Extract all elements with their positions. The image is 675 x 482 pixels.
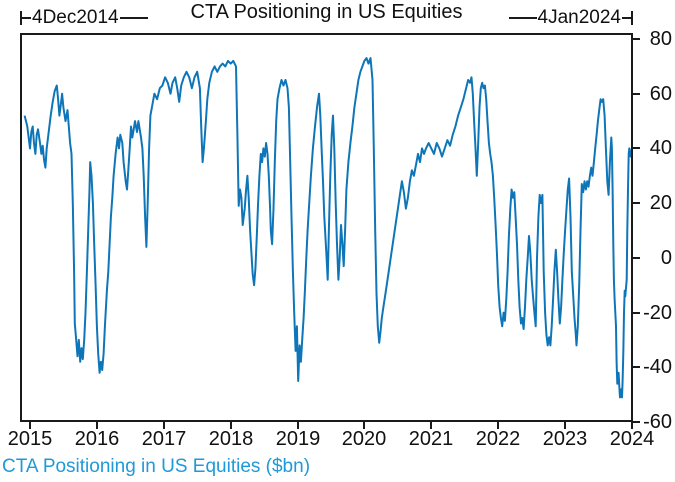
- y-axis-tick: [633, 421, 640, 423]
- x-axis-label: 2015: [7, 428, 53, 450]
- y-axis-label: -20: [643, 302, 672, 324]
- x-axis-label: 2017: [141, 428, 187, 450]
- y-axis-tick: [633, 257, 640, 259]
- x-axis-tick: [631, 422, 633, 429]
- y-axis-tick: [633, 38, 640, 40]
- x-axis-tick: [163, 422, 165, 429]
- x-axis-tick: [363, 422, 365, 429]
- y-axis-tick: [633, 366, 640, 368]
- x-axis-tick: [29, 422, 31, 429]
- series-legend: CTA Positioning in US Equities ($bn): [2, 456, 311, 477]
- x-axis-label: 2020: [341, 428, 387, 450]
- x-axis-tick: [497, 422, 499, 429]
- x-axis-tick: [430, 422, 432, 429]
- x-axis-label: 2019: [275, 428, 321, 450]
- x-axis-tick: [564, 422, 566, 429]
- y-axis-label: 40: [649, 137, 672, 159]
- x-axis-label: 2022: [475, 428, 521, 450]
- positioning-line-series: [23, 57, 631, 399]
- x-axis-label: 2023: [542, 428, 588, 450]
- chart-title: CTA Positioning in US Equities: [190, 1, 463, 23]
- x-axis-label: 2024: [609, 428, 655, 450]
- start-marker-tick: [20, 11, 22, 25]
- end-date-label: 4Jan2024: [537, 7, 621, 28]
- x-axis-label: 2016: [74, 428, 120, 450]
- x-axis-tick: [297, 422, 299, 429]
- y-axis-label: 20: [649, 192, 672, 214]
- end-marker-line: [622, 17, 631, 19]
- y-axis-tick: [633, 93, 640, 95]
- x-axis-label: 2018: [208, 428, 254, 450]
- x-axis-tick: [96, 422, 98, 429]
- plot-area: [20, 33, 633, 422]
- y-axis-label: 60: [649, 83, 672, 105]
- y-axis-label: 80: [649, 28, 672, 50]
- end-marker-tick: [631, 11, 633, 25]
- y-axis-tick: [633, 147, 640, 149]
- end-marker-line-long: [508, 17, 537, 19]
- y-axis-label: -40: [643, 356, 672, 378]
- end-date-marker: 4Jan2024: [508, 7, 633, 28]
- start-marker-line: [22, 17, 31, 19]
- x-axis-label: 2021: [408, 428, 454, 450]
- start-date-label: 4Dec2014: [32, 7, 119, 28]
- start-date-marker: 4Dec2014: [20, 7, 148, 28]
- y-axis-tick: [633, 312, 640, 314]
- x-axis-tick: [230, 422, 232, 429]
- y-axis-label: -60: [643, 411, 672, 433]
- y-axis-tick: [633, 202, 640, 204]
- start-marker-line-long: [119, 17, 148, 19]
- y-axis-label: 0: [660, 247, 672, 269]
